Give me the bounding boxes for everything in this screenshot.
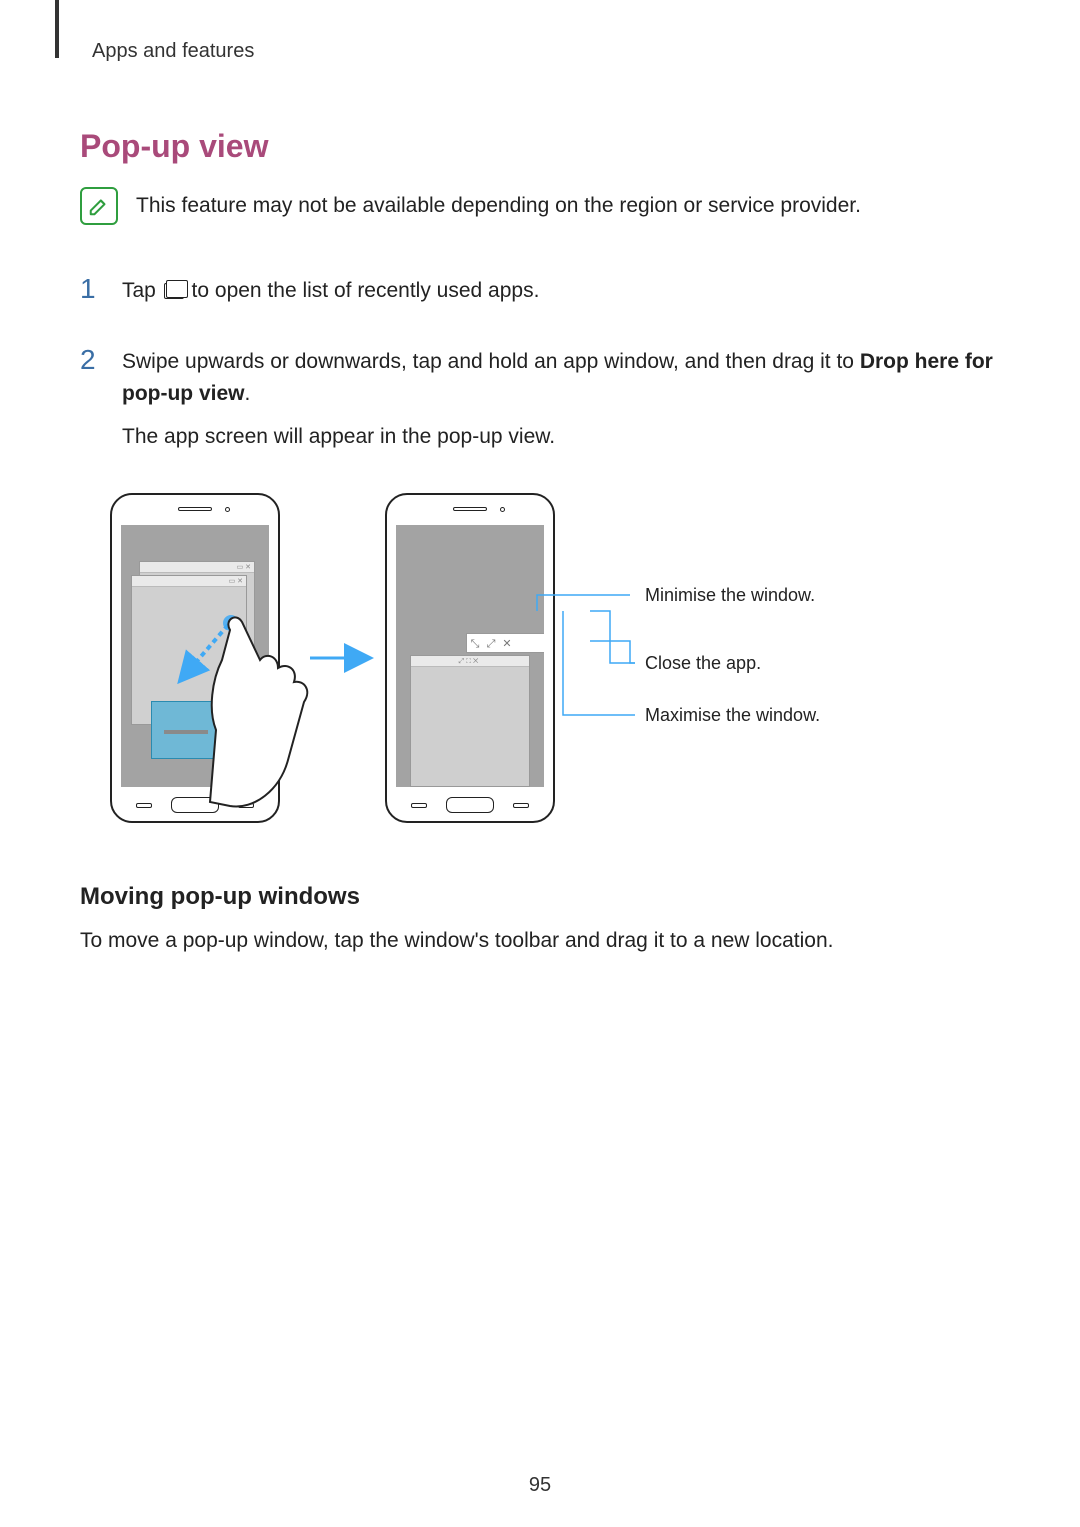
step-number: 2 [80,346,104,464]
step-number: 1 [80,275,104,318]
step-2-line1: Swipe upwards or downwards, tap and hold… [122,346,1000,411]
step-1-text: Tap to open the list of recently used ap… [122,275,539,308]
step-1: 1 Tap to open the list of recently used … [80,275,1000,318]
step-2-line2: The app screen will appear in the pop-up… [122,421,1000,454]
subsection-body: To move a pop-up window, tap the window'… [80,925,1000,957]
step-2-text-c: . [245,382,251,405]
figure: ▭ ✕ ▭ ✕ [110,493,1000,833]
breadcrumb: Apps and features [92,40,1000,63]
step-2: 2 Swipe upwards or downwards, tap and ho… [80,346,1000,464]
step-1-before: Tap [122,279,162,302]
note-row: This feature may not be available depend… [80,187,1000,225]
note-text: This feature may not be available depend… [136,191,861,220]
popup-toolbar: ⤡⤢✕ [466,633,544,653]
callout-close: Close the app. [645,653,761,674]
subsection-heading: Moving pop-up windows [80,883,1000,911]
recent-apps-icon [164,283,184,299]
phone-illustration-1: ▭ ✕ ▭ ✕ [110,493,280,823]
step-1-after: to open the list of recently used apps. [186,279,540,302]
phone-illustration-2: ⤢ ⛶ ✕ ⤡⤢✕ [385,493,555,823]
arrow-right-icon [310,643,380,673]
page-number: 95 [529,1474,551,1497]
callout-minimise: Minimise the window. [645,585,815,606]
minimise-icon: ⤡ [467,635,483,653]
header-divider [55,0,59,58]
step-2-text-a: Swipe upwards or downwards, tap and hold… [122,350,860,373]
note-icon [80,187,118,225]
section-title: Pop-up view [80,128,1000,165]
close-icon: ✕ [499,635,515,653]
callout-maximise: Maximise the window. [645,705,820,726]
maximise-icon: ⤢ [483,635,499,653]
